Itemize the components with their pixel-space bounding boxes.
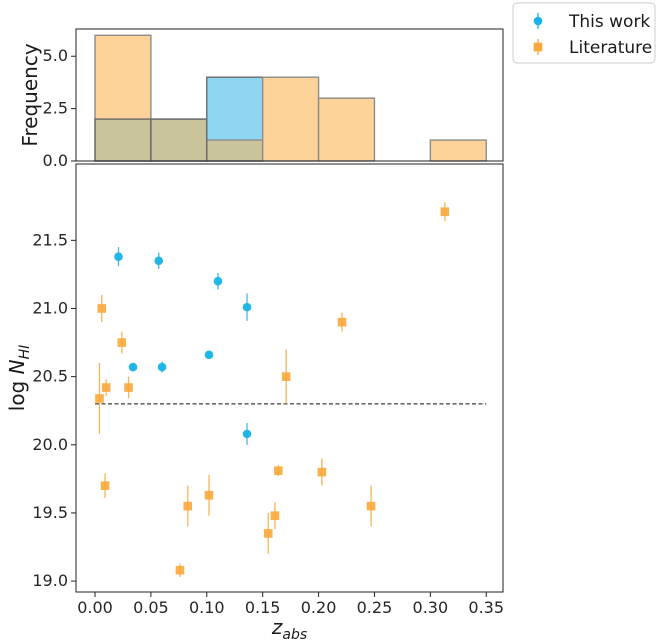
data-point-this-work: [213, 276, 223, 286]
data-point-literature: [281, 372, 291, 381]
legend-label: This work: [568, 12, 650, 32]
data-point-literature: [183, 501, 193, 511]
data-point-this-work: [157, 362, 167, 372]
scatter-y-tick-label: 21.5: [32, 230, 68, 249]
data-point-literature: [117, 338, 127, 347]
data-point-literature: [204, 490, 214, 500]
scatter-y-tick-label: 21.0: [32, 298, 68, 317]
data-point-literature: [101, 383, 111, 392]
data-point-this-work: [128, 362, 138, 372]
legend-marker-circle: [533, 16, 543, 26]
data-point-literature: [270, 511, 280, 520]
scatter-frame: [75, 163, 504, 593]
legend-label: Literature: [569, 38, 652, 58]
scatter-x-tick-label: 0.05: [133, 598, 169, 617]
scatter-x-tick-label: 0.10: [189, 598, 225, 617]
data-point-this-work: [114, 252, 123, 261]
y-axis-title-prefix: log: [5, 374, 29, 411]
hist-y-axis-title: Frequency: [18, 43, 42, 146]
data-point-literature: [175, 565, 185, 575]
data-point-literature: [317, 467, 327, 477]
scatter-y-tick-label: 20.5: [32, 367, 68, 386]
hist-y-tick-label: 5.0: [43, 46, 68, 65]
legend: This work Literature: [512, 2, 656, 64]
scatter-panel: 19.0 19.5 20.0 20.5 21.0 21.5 0.00 0.05 0.10 0.15…: [5, 163, 504, 641]
data-point-literature: [274, 466, 283, 475]
data-point-literature: [97, 304, 107, 313]
x-axis-title-main: z: [271, 615, 283, 639]
data-point-this-work: [242, 302, 252, 312]
data-point-literature: [100, 481, 110, 490]
hist-bar-this-work: [206, 77, 263, 141]
hist-bar-literature: [318, 98, 375, 161]
data-point-this-work: [204, 350, 214, 360]
scatter-x-tick-label: 0.00: [77, 598, 113, 617]
scatter-y-tick-label: 19.5: [32, 503, 68, 522]
scatter-x-tick-label: 0.15: [245, 598, 281, 617]
scatter-x-tick-label: 0.20: [301, 598, 337, 617]
data-point-literature: [366, 501, 376, 511]
data-point-this-work: [242, 429, 252, 439]
data-point-literature: [95, 394, 104, 403]
scatter-y-tick-label: 20.0: [32, 435, 68, 454]
hist-y-tick-label: 2.5: [43, 99, 68, 118]
hist-y-tick-label: 0.0: [43, 151, 68, 170]
hist-bar-overlap: [150, 119, 207, 161]
data-point-literature: [337, 317, 347, 327]
y-axis-title-subscript: HI: [17, 345, 33, 360]
scatter-x-tick-label: 0.35: [468, 598, 504, 617]
scatter-x-axis-title: zabs: [271, 615, 307, 641]
scatter-x-tick-label: 0.25: [357, 598, 393, 617]
hist-bar-overlap: [95, 119, 151, 161]
data-point-literature: [124, 383, 133, 392]
hist-bar-overlap: [206, 140, 263, 161]
hist-bar-literature: [95, 35, 151, 120]
histogram-frame: [75, 28, 504, 162]
scatter-y-tick-label: 19.0: [32, 571, 68, 590]
scatter-x-tick-label: 0.30: [413, 598, 449, 617]
scatter-y-axis-title: log NHI: [5, 345, 33, 411]
data-point-this-work: [154, 256, 164, 266]
x-axis-title-subscript: abs: [282, 627, 307, 641]
hist-bar-literature: [262, 77, 319, 161]
data-point-literature: [440, 207, 450, 217]
data-point-literature: [263, 529, 273, 538]
legend-marker-square: [533, 42, 543, 52]
legend-frame: [512, 2, 656, 64]
hist-bar-literature: [430, 140, 487, 161]
y-axis-title-main: N: [5, 359, 29, 374]
